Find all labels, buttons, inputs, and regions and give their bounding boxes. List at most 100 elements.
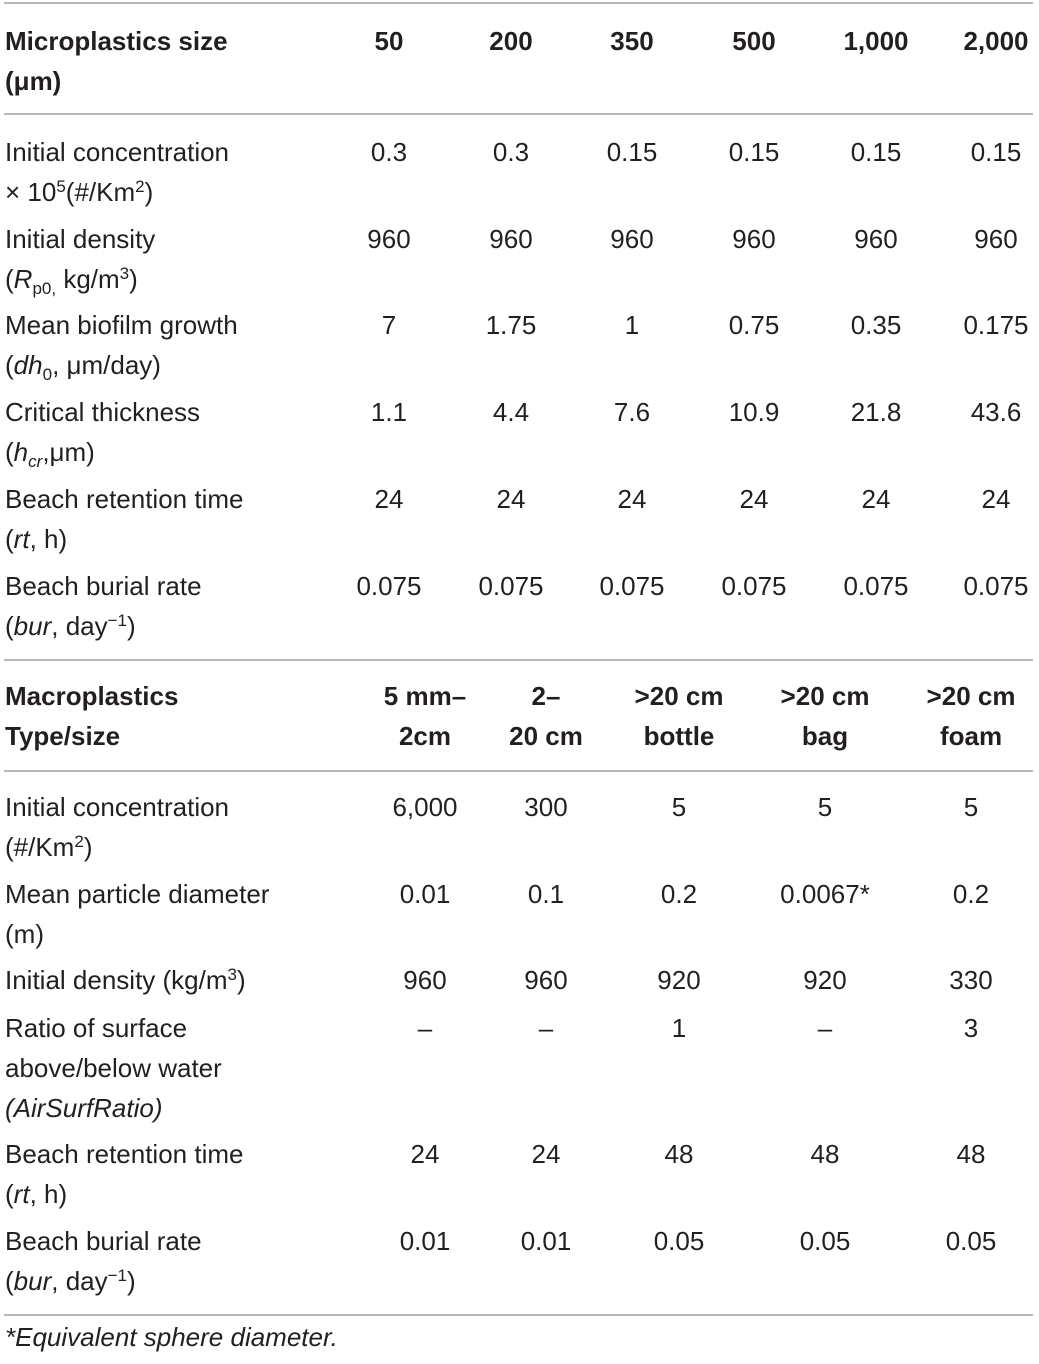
table-cell: 5 (671, 792, 687, 822)
macro-col-header-line1: >20 cm (780, 681, 870, 711)
table-cell: 960 (367, 224, 411, 254)
text: ( (5, 1266, 14, 1296)
table-cell: 24 (861, 484, 891, 514)
micro-col-header: 2,000 (963, 26, 1029, 56)
text: ) (144, 177, 154, 207)
row-label: Beach retention time (rt, h) (5, 1134, 243, 1214)
table-cell: 1.75 (485, 310, 537, 340)
table-cell: 0.2 (952, 879, 990, 909)
table-cell: 0.0067* (780, 879, 870, 909)
row-label: Initial density (kg/m3) (5, 960, 246, 1000)
subscript: cr (28, 452, 43, 471)
table-cell: 0.01 (520, 1226, 572, 1256)
text: , day (51, 1266, 108, 1296)
text: ) (127, 611, 136, 641)
italic-symbol: rt (13, 1179, 30, 1209)
row-label: Mean particle diameter (m) (5, 874, 269, 954)
table-cell: 960 (403, 965, 447, 995)
macro-col-header-line2: foam (939, 721, 1003, 751)
superscript: 5 (56, 177, 66, 196)
row-label-line1: Critical thickness (5, 397, 201, 427)
table-cell: 10.9 (728, 397, 780, 427)
table-cell: 0.05 (653, 1226, 705, 1256)
table-cell: 330 (949, 965, 993, 995)
text: ,μm) (42, 437, 95, 467)
superscript: −1 (107, 611, 128, 630)
table-cell: 1 (624, 310, 640, 340)
row-label-line1: Initial density (kg/m3) (5, 960, 246, 1000)
table-cell: 0.3 (370, 137, 408, 167)
subscript: p0, (32, 279, 57, 298)
macro-col-header-line1: >20 cm (926, 681, 1016, 711)
row-label-line1: Ratio of surface (5, 1013, 188, 1043)
italic-symbol: h (13, 437, 29, 467)
micro-header-label: Microplastics size (μm) (5, 21, 228, 101)
text: , h) (29, 1179, 68, 1209)
table-cell: 48 (664, 1139, 694, 1169)
row-label: Initial concentration × 105(#/Km2) (5, 132, 229, 212)
table-cell: – (817, 1013, 833, 1043)
macro-col-header: >20 cm bag (765, 676, 885, 756)
table-top-rule (4, 2, 1033, 4)
table-cell: 24 (617, 484, 647, 514)
text: , μm/day) (52, 350, 161, 380)
table-cell: 24 (410, 1139, 440, 1169)
table-cell: 0.075 (478, 571, 544, 601)
row-label-line1: Beach burial rate (5, 571, 202, 601)
table-cell: 0.75 (728, 310, 780, 340)
table-cell: 0.3 (492, 137, 530, 167)
table-cell: 21.8 (850, 397, 902, 427)
table-cell: 48 (956, 1139, 986, 1169)
table-cell: 0.1 (527, 879, 565, 909)
table-cell: 0.15 (728, 137, 780, 167)
row-label: Mean biofilm growth (dh0, μm/day) (5, 305, 238, 385)
row-label-line1: Mean particle diameter (5, 879, 270, 909)
superscript: −1 (107, 1266, 128, 1285)
italic-symbol: bur (13, 611, 52, 641)
table-cell: 24 (531, 1139, 561, 1169)
micro-col-header: 50 (374, 26, 404, 56)
macro-col-header-line2: bag (801, 721, 849, 751)
superscript: 3 (119, 264, 130, 283)
macro-col-header: >20 cm bottle (619, 676, 739, 756)
table-cell: 0.15 (970, 137, 1022, 167)
table-cell: 1 (671, 1013, 687, 1043)
row-label-line2: (bur, day−1) (5, 606, 202, 646)
table-cell: 4.4 (492, 397, 530, 427)
table-cell: 24 (739, 484, 769, 514)
row-label: Initial density (Rp0, kg/m3) (5, 219, 155, 299)
row-label-line2: above/below water (5, 1053, 222, 1083)
micro-header-rule (4, 113, 1033, 115)
superscript: 3 (227, 965, 237, 984)
table-cell: 6,000 (392, 792, 458, 822)
text: ) (129, 264, 138, 294)
table-cell: 920 (803, 965, 847, 995)
macro-header-label: Macroplastics Type/size (5, 676, 178, 756)
table-cell: 0.01 (399, 1226, 451, 1256)
text: × 10 (5, 177, 57, 207)
table-cell: 960 (610, 224, 654, 254)
row-label-line1: Mean biofilm growth (5, 310, 238, 340)
table-cell: 960 (974, 224, 1018, 254)
macro-col-header: 5 mm– 2cm (365, 676, 485, 756)
table-cell: 7.6 (613, 397, 651, 427)
text: ( (5, 437, 14, 467)
superscript: 2 (74, 832, 84, 851)
table-cell: 1.1 (370, 397, 408, 427)
italic-symbol: dh (13, 350, 43, 380)
micro-col-header: 500 (732, 26, 776, 56)
micro-col-header: 200 (489, 26, 533, 56)
row-label-line2: (#/Km2) (5, 827, 229, 867)
italic-symbol: R (13, 264, 33, 294)
table-cell: 0.075 (356, 571, 422, 601)
table-cell: 300 (524, 792, 568, 822)
row-label-line2: (dh0, μm/day) (5, 345, 238, 385)
table-cell: 0.15 (606, 137, 658, 167)
macro-col-header: 2– 20 cm (496, 676, 596, 756)
table-cell: 24 (374, 484, 404, 514)
table-bottom-rule (4, 1314, 1033, 1316)
row-label-line2: (m) (5, 919, 44, 949)
row-label-line1: Beach burial rate (5, 1226, 202, 1256)
text: (#/Km (65, 177, 136, 207)
text: ( (5, 350, 14, 380)
